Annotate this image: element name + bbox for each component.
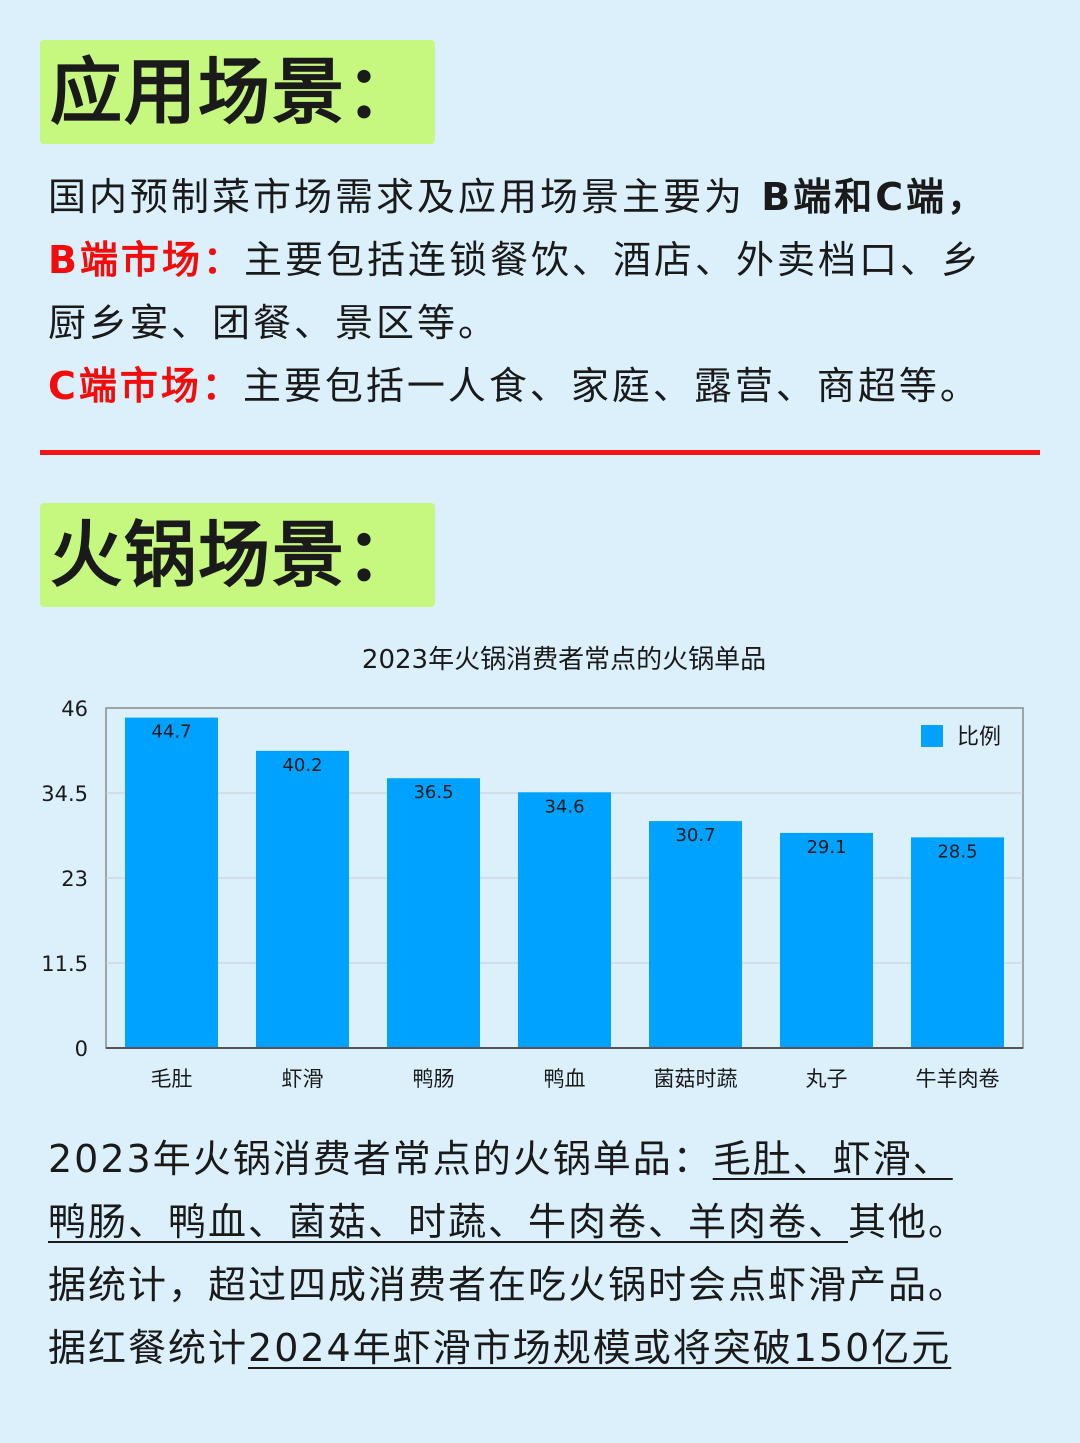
b-market-line-2: 厨乡宴、团餐、景区等。 [48, 292, 1038, 355]
x-tick-label: 丸子 [806, 1067, 848, 1091]
b-market-text-2: 厨乡宴、团餐、景区等。 [48, 301, 500, 345]
summary-line2-suffix: 其他。 [848, 1200, 969, 1244]
summary-line4-prefix: 据红餐统计 [48, 1326, 249, 1370]
x-tick-label: 菌菇时蔬 [654, 1067, 738, 1091]
legend-swatch [921, 725, 943, 747]
section-heading-applications: 应用场景： [40, 40, 435, 144]
bar [518, 792, 611, 1048]
legend-label: 比例 [957, 725, 1001, 750]
summary-line2-underlined: 鸭肠、鸭血、菌菇、时蔬、牛肉卷、羊肉卷、 [48, 1200, 849, 1244]
b-market-label: B端市场： [48, 238, 244, 282]
summary-line1-prefix: 2023年火锅消费者常点的火锅单品： [48, 1137, 713, 1181]
hotpot-bar-chart: 2023年火锅消费者常点的火锅单品 0 11.5 23 34.5 46 44.7 毛肚 40.… [41, 645, 1024, 1091]
intro-bold: B端和C端， [745, 175, 989, 219]
c-market-label: C端市场： [48, 364, 243, 408]
x-tick-label: 牛羊肉卷 [916, 1067, 1000, 1091]
summary-line-3: 据统计，超过四成消费者在吃火锅时会点虾滑产品。 [48, 1263, 969, 1307]
bar [911, 837, 1004, 1048]
section-heading-hotpot: 火锅场景： [40, 503, 435, 607]
data-label: 28.5 [937, 841, 977, 862]
b-market-line: B端市场：主要包括连锁餐饮、酒店、外卖档口、乡 [48, 229, 1038, 292]
x-tick-label: 鸭肠 [413, 1067, 455, 1091]
y-tick-label: 0 [75, 1037, 88, 1061]
y-tick-label: 11.5 [41, 952, 88, 976]
summary-line1-underlined: 毛肚、虾滑、 [712, 1137, 953, 1181]
data-label: 30.7 [675, 825, 715, 846]
c-market-text: 主要包括一人食、家庭、露营、商超等。 [242, 364, 981, 408]
summary-text-block: 2023年火锅消费者常点的火锅单品：毛肚、虾滑、 鸭肠、鸭血、菌菇、时蔬、牛肉卷… [48, 1128, 1038, 1380]
b-market-text-1: 主要包括连锁餐饮、酒店、外卖档口、乡 [243, 238, 982, 282]
x-tick-label: 鸭血 [544, 1067, 586, 1091]
intro-line: 国内预制菜市场需求及应用场景主要为 B端和C端， [48, 166, 1038, 229]
summary-line4-underlined: 2024年虾滑市场规模或将突破150亿元 [248, 1326, 952, 1370]
intro-text-block: 国内预制菜市场需求及应用场景主要为 B端和C端， B端市场：主要包括连锁餐饮、酒… [48, 166, 1038, 418]
data-label: 40.2 [282, 755, 322, 776]
bar [256, 750, 349, 1048]
y-tick-label: 46 [61, 697, 88, 721]
bar [387, 778, 480, 1048]
chart-title: 2023年火锅消费者常点的火锅单品 [362, 645, 766, 675]
summary-line-4: 据红餐统计2024年虾滑市场规模或将突破150亿元 [48, 1317, 1038, 1380]
section-divider [40, 450, 1040, 455]
data-label: 34.6 [544, 796, 584, 817]
bar [125, 717, 218, 1048]
summary-line-2: 鸭肠、鸭血、菌菇、时蔬、牛肉卷、羊肉卷、其他。 [48, 1191, 1038, 1254]
data-label: 36.5 [413, 782, 453, 803]
x-tick-label: 毛肚 [151, 1067, 193, 1091]
y-tick-label: 23 [61, 867, 88, 891]
c-market-line: C端市场：主要包括一人食、家庭、露营、商超等。 [48, 355, 1038, 418]
x-tick-label: 虾滑 [282, 1067, 324, 1091]
summary-line-1: 2023年火锅消费者常点的火锅单品：毛肚、虾滑、 [48, 1128, 1038, 1191]
y-tick-label: 34.5 [41, 782, 88, 806]
intro-text: 国内预制菜市场需求及应用场景主要为 [48, 175, 746, 219]
data-label: 29.1 [806, 837, 846, 858]
bar [649, 821, 742, 1048]
bar [780, 832, 873, 1048]
data-label: 44.7 [151, 722, 191, 743]
